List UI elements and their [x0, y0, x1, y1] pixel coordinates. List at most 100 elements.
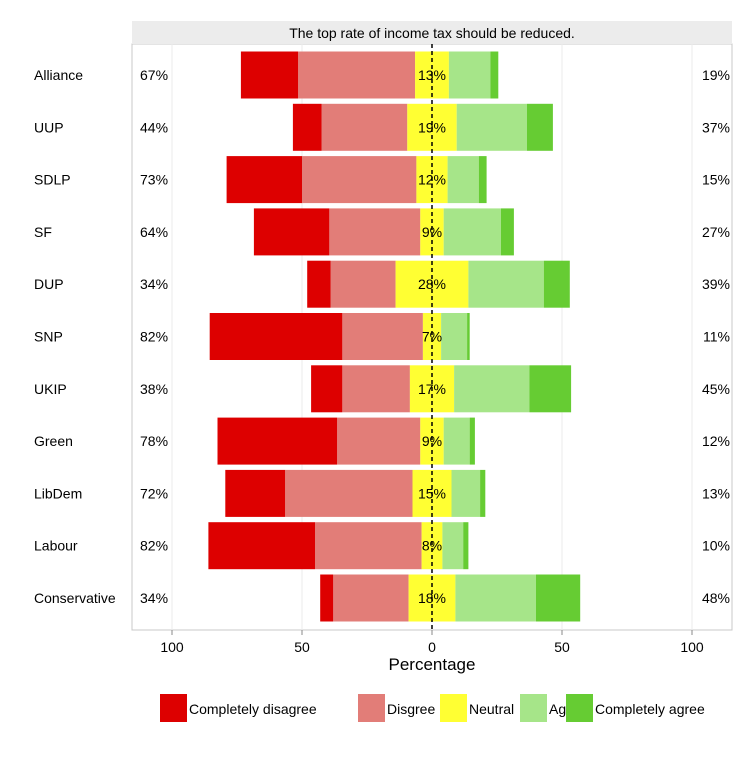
bar-segment-completely-disagree	[307, 260, 331, 308]
bar-segment-agree	[442, 522, 464, 570]
legend-label: Completely agree	[595, 701, 705, 717]
center-percent-label: 7%	[422, 329, 442, 345]
bar-segment-completely-agree	[526, 103, 553, 151]
bar-segment-completely-agree	[536, 574, 581, 622]
bar-segment-agree	[454, 365, 530, 413]
category-label: Alliance	[34, 67, 83, 83]
category-label: Green	[34, 433, 73, 449]
bar-segment-completely-agree	[463, 522, 469, 570]
right-percent-label: 27%	[702, 224, 730, 240]
bar-segment-disgree	[342, 365, 410, 413]
right-percent-label: 13%	[702, 485, 730, 501]
category-label: UKIP	[34, 381, 67, 397]
right-percent-label: 45%	[702, 381, 730, 397]
left-percent-label: 44%	[140, 119, 168, 135]
legend-swatch	[358, 694, 385, 722]
category-label: SF	[34, 224, 52, 240]
left-percent-label: 72%	[140, 485, 168, 501]
center-percent-label: 18%	[418, 590, 446, 606]
bar-segment-completely-disagree	[226, 156, 302, 204]
category-label: SNP	[34, 329, 63, 345]
right-percent-label: 39%	[702, 276, 730, 292]
bar-segment-completely-disagree	[292, 103, 322, 151]
bar-segment-completely-agree	[500, 208, 514, 256]
legend-swatch	[520, 694, 547, 722]
right-percent-label: 15%	[702, 172, 730, 188]
category-label: SDLP	[34, 172, 71, 188]
center-percent-label: 19%	[418, 119, 446, 135]
left-percent-label: 78%	[140, 433, 168, 449]
center-percent-label: 15%	[418, 485, 446, 501]
bar-segment-disgree	[298, 51, 416, 99]
bar-segment-disgree	[302, 156, 417, 204]
bar-segment-neutral	[420, 417, 444, 465]
bar-segment-agree	[451, 469, 481, 517]
bar-segment-agree	[443, 208, 501, 256]
bar-segment-completely-agree	[490, 51, 499, 99]
bar-segment-completely-agree	[543, 260, 570, 308]
bar-segment-disgree	[329, 208, 421, 256]
bar-segment-completely-disagree	[208, 522, 315, 570]
x-tick-label: 100	[680, 639, 704, 655]
bar-segment-completely-disagree	[311, 365, 343, 413]
bar-segment-completely-agree	[529, 365, 572, 413]
x-tick-label: 50	[554, 639, 570, 655]
bar-segment-completely-agree	[480, 469, 486, 517]
left-percent-label: 82%	[140, 329, 168, 345]
right-percent-label: 12%	[702, 433, 730, 449]
left-percent-label: 73%	[140, 172, 168, 188]
bar-segment-disgree	[330, 260, 396, 308]
chart-title: The top rate of income tax should be red…	[289, 25, 575, 41]
bar-segment-completely-agree	[469, 417, 475, 465]
bar-segment-agree	[443, 417, 470, 465]
left-percent-label: 38%	[140, 381, 168, 397]
bar-segment-disgree	[315, 522, 422, 570]
x-axis-label: Percentage	[389, 655, 476, 674]
legend-label: Completely disagree	[189, 701, 317, 717]
category-label: UUP	[34, 119, 64, 135]
center-percent-label: 9%	[422, 224, 442, 240]
bar-segment-completely-disagree	[217, 417, 338, 465]
left-percent-label: 82%	[140, 538, 168, 554]
category-label: Conservative	[34, 590, 116, 606]
bar-segment-neutral	[421, 522, 443, 570]
bar-segment-neutral	[420, 208, 444, 256]
legend-swatch	[566, 694, 593, 722]
bar-segment-completely-disagree	[240, 51, 299, 99]
right-percent-label: 19%	[702, 67, 730, 83]
legend-label: Neutral	[469, 701, 514, 717]
bar-segment-agree	[441, 313, 468, 360]
bar-segment-completely-agree	[467, 313, 470, 360]
bar-segment-neutral	[422, 313, 442, 360]
bar-segment-completely-disagree	[253, 208, 330, 256]
bar-segment-agree	[468, 260, 544, 308]
bar-segment-completely-agree	[478, 156, 487, 204]
x-tick-label: 50	[294, 639, 310, 655]
bar-segment-disgree	[333, 574, 409, 622]
center-percent-label: 8%	[422, 538, 442, 554]
center-percent-label: 13%	[418, 67, 446, 83]
left-percent-label: 67%	[140, 67, 168, 83]
bar-segment-disgree	[285, 469, 413, 517]
bar-segment-disgree	[337, 417, 421, 465]
bar-segment-completely-disagree	[225, 469, 286, 517]
center-percent-label: 12%	[418, 172, 446, 188]
bar-segment-agree	[447, 156, 479, 204]
title-strip	[132, 21, 732, 44]
x-tick-label: 0	[428, 639, 436, 655]
legend-label: Disgree	[387, 701, 435, 717]
legend-swatch	[440, 694, 467, 722]
category-label: LibDem	[34, 485, 82, 501]
left-percent-label: 64%	[140, 224, 168, 240]
category-label: Labour	[34, 538, 78, 554]
center-percent-label: 17%	[418, 381, 446, 397]
bar-segment-completely-disagree	[209, 313, 343, 360]
right-percent-label: 37%	[702, 119, 730, 135]
bar-segment-completely-disagree	[320, 574, 334, 622]
bar-segment-agree	[448, 51, 491, 99]
x-tick-label: 100	[160, 639, 184, 655]
bar-segment-disgree	[321, 103, 408, 151]
bar-segment-disgree	[342, 313, 423, 360]
